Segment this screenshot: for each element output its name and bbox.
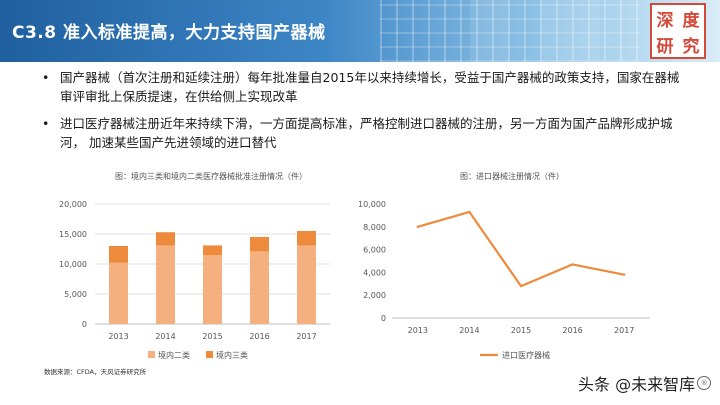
x-tick-label: 2014	[459, 326, 479, 335]
data-point	[519, 284, 523, 288]
legend-swatch	[148, 351, 155, 358]
x-tick-label: 2017	[296, 332, 316, 341]
x-tick-label: 2015	[202, 332, 222, 341]
y-tick-label: 0	[82, 320, 87, 329]
bullet-item: • 进口医疗器械注册近年来持续下滑，一方面提高标准，严格控制进口器械的注册，另一…	[40, 114, 680, 152]
chart-domestic-registrations: 0 5,000 10,000 15,000 20,000 2013 2014 2015 2016…	[59, 200, 330, 360]
bar-segment	[156, 245, 175, 324]
watermark: 头条 @未来智库 ®	[578, 371, 713, 395]
seal-char: 研	[656, 36, 674, 57]
data-point	[571, 263, 574, 266]
bar-segment	[250, 237, 269, 252]
y-tick-label: 15,000	[59, 230, 87, 239]
bar-segment	[203, 255, 222, 324]
bar-segment	[109, 262, 128, 324]
bar-segment	[297, 231, 316, 246]
legend-label: 境内三类	[216, 350, 248, 360]
x-tick-label: 2017	[614, 326, 634, 335]
data-point	[623, 273, 626, 276]
x-tick-label: 2016	[249, 332, 269, 341]
x-tick-label: 2014	[155, 332, 175, 341]
x-tick-label: 2016	[562, 326, 582, 335]
banner-building-stripe	[540, 0, 600, 62]
x-tick-label: 2013	[408, 326, 428, 335]
watermark-text: 头条 @未来智库	[578, 375, 696, 394]
data-source-note: 数据来源：CFDA，天风证券研究所	[44, 368, 147, 376]
bar-segment	[109, 246, 128, 263]
bullet-list: • 国产器械（首次注册和延续注册）每年批准量自2015年以来持续增长，受益于国产…	[40, 68, 680, 160]
bullet-marker: •	[42, 70, 50, 85]
y-tick-label: 10,000	[59, 260, 87, 269]
y-tick-label: 10,000	[358, 200, 386, 209]
seal-logo: 深 度 研 究	[650, 3, 706, 59]
series-line	[417, 210, 625, 288]
y-tick-label: 4,000	[363, 268, 386, 277]
y-tick-label: 0	[381, 314, 386, 323]
seal-char: 深	[656, 10, 674, 31]
data-point	[416, 225, 419, 228]
legend-swatch	[206, 351, 213, 358]
page-title: C3.8 准入标准提高，大力支持国产器械	[12, 23, 326, 43]
seal-char: 究	[682, 36, 700, 57]
data-point	[468, 210, 471, 214]
x-tick-label: 2013	[108, 332, 128, 341]
bar-segment	[250, 251, 269, 324]
y-tick-label: 20,000	[59, 200, 87, 209]
legend-label: 境内二类	[158, 350, 190, 360]
y-tick-label: 2,000	[363, 291, 386, 300]
y-tick-label: 5,000	[64, 290, 87, 299]
bullet-item: • 国产器械（首次注册和延续注册）每年批准量自2015年以来持续增长，受益于国产…	[40, 68, 680, 106]
bar-segment	[203, 245, 222, 255]
bullet-marker: •	[42, 116, 50, 131]
banner-building-stripe	[470, 0, 510, 62]
x-tick-label: 2015	[511, 326, 531, 335]
registered-icon: ®	[697, 376, 712, 390]
chart-import-registrations: 0 2,000 4,000 6,000 8,000 10,000 2013 2014 2015 2…	[358, 200, 650, 360]
header-banner: C3.8 准入标准提高，大力支持国产器械 深 度 研 究	[0, 0, 720, 62]
seal-char: 度	[682, 10, 700, 31]
bar-segment	[297, 245, 316, 324]
chart-title-import: 图：进口器械注册情况（件）	[460, 172, 564, 181]
bullet-text: 国产器械（首次注册和延续注册）每年批准量自2015年以来持续增长，受益于国产器械…	[60, 70, 680, 104]
y-tick-label: 8,000	[363, 223, 386, 232]
bar-segment	[156, 232, 175, 246]
legend-label: 进口医疗器械	[502, 350, 550, 360]
y-tick-label: 6,000	[363, 246, 386, 255]
banner-window-grid	[380, 0, 640, 62]
chart-title-domestic: 图：境内三类和境内二类医疗器械批准注册情况（件）	[115, 172, 307, 181]
bullet-text: 进口医疗器械注册近年来持续下滑，一方面提高标准，严格控制进口器械的注册，另一方面…	[60, 116, 673, 150]
